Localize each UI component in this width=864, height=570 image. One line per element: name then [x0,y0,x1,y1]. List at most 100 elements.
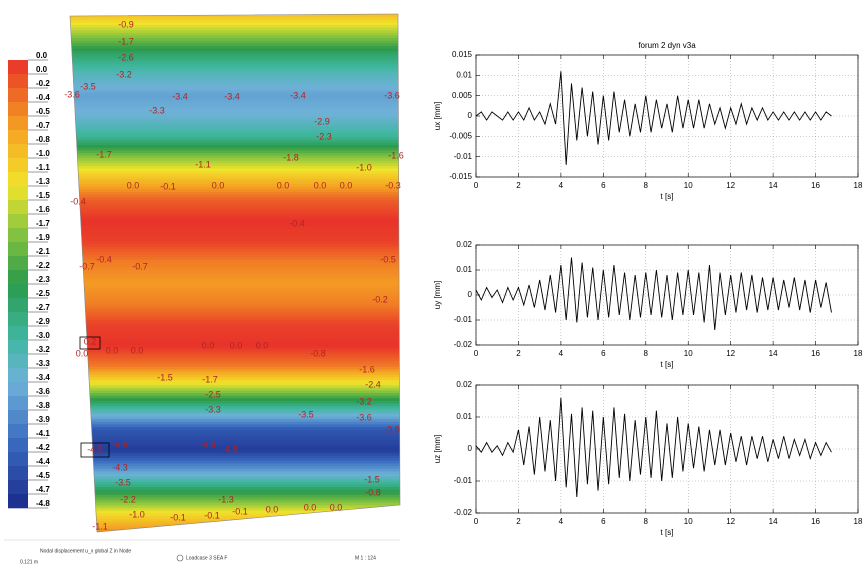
contour-band [70,505,400,509]
contour-band [70,192,400,196]
colorbar-swatch [8,466,28,481]
contour-band [70,181,400,185]
x-tick-label: 10 [684,517,693,526]
contour-band [70,150,400,154]
contour-band [70,145,400,149]
contour-band [70,304,400,308]
contour-band [70,58,400,63]
y-tick-label: -0.01 [454,315,473,324]
footnote: Loadcase 3 SEA F [186,555,227,561]
contour-band [70,424,400,428]
contour-band [70,351,400,355]
contour-band [70,79,400,84]
colorbar-swatch [8,312,28,327]
contour-band [70,199,400,204]
contour-band [70,484,400,488]
colorbar-label: -0.2 [36,79,50,88]
contour-band [70,257,400,261]
y-tick-label: 0.01 [456,70,472,79]
y-axis-label: uz [mm] [433,435,442,463]
contour-band [70,139,400,144]
contour-band [70,259,400,264]
contour-band [70,158,400,162]
x-tick-label: 8 [644,181,649,190]
contour-band [70,38,400,42]
y-tick-label: 0 [468,111,473,120]
contour-band [70,231,400,235]
contour-label: -3.2 [356,396,372,406]
colorbar-label: -1.9 [36,233,50,242]
contour-band [70,453,400,457]
contour-band [70,218,400,222]
colorbar-swatch [8,368,28,383]
colorbar-label: -0.5 [36,107,50,116]
y-tick-label: -0.01 [454,152,473,161]
contour-label: -4.3 [112,462,128,472]
contour-band [70,280,400,285]
colorbar-swatch [8,88,28,103]
y-tick-label: 0.015 [452,50,473,59]
contour-label: -0.9 [118,19,134,29]
contour-label: -1.7 [118,36,134,46]
x-tick-label: 14 [769,349,778,358]
x-axis-label: t [s] [661,528,674,537]
contour-band [70,492,400,496]
contour-band [70,374,400,378]
contour-band [70,296,400,300]
footnote: Nodal displacement u_x global Z in Node [40,548,131,554]
contour-label: -1.5 [157,372,173,382]
contour-band [70,226,400,230]
contour-label: 0.0 [304,502,317,512]
contour-label: -2.2 [120,494,136,504]
x-tick-label: 14 [769,517,778,526]
colorbar-label: -1.7 [36,219,50,228]
contour-band [70,189,400,193]
contour-band [70,330,400,334]
contour-band [70,155,400,159]
colorbar-label: -1.6 [36,205,50,214]
contour-band [70,87,400,91]
contour-band [70,215,400,219]
colorbar-swatch [8,382,28,397]
contour-label: -3.5 [298,409,314,419]
contour-label: -2.4 [365,379,381,389]
contour-label: -0.2 [372,294,388,304]
contour-band [70,51,400,55]
contour-band [70,92,400,97]
contour-band [70,69,400,73]
contour-band [70,48,400,52]
colorbar-label: -0.8 [36,135,50,144]
contour-label: -0.8 [365,487,381,497]
contour-label: -1.0 [129,509,145,519]
contour-band [70,17,400,21]
contour-band [70,481,400,486]
x-tick-label: 16 [811,181,820,190]
x-tick-label: 12 [726,517,735,526]
contour-label: -4.6 [112,439,128,449]
contour-band [70,312,400,316]
colorbar-label: -3.0 [36,331,50,340]
contour-label: 0.0 [127,180,140,190]
x-tick-label: 16 [811,517,820,526]
colorbar-swatch [8,60,28,75]
colorbar-label: -1.1 [36,163,50,172]
contour-band [70,434,400,439]
colorbar-label: -2.7 [36,303,50,312]
contour-band [70,408,400,412]
contour-band [70,90,400,94]
contour-band [70,100,400,104]
colorbar-label: 0.0 [36,51,48,60]
contour-band [70,72,400,76]
contour-band [70,137,400,141]
contour-label: 0.0 [277,180,290,190]
contour-band [70,142,400,146]
x-tick-label: 18 [854,517,863,526]
x-tick-label: 18 [854,181,863,190]
contour-band [70,163,400,167]
colorbar-swatch [8,200,28,215]
contour-band [70,301,400,305]
x-tick-label: 18 [854,349,863,358]
contour-band [70,421,400,425]
colorbar-swatch [8,396,28,411]
contour-label: -1.6 [359,364,375,374]
